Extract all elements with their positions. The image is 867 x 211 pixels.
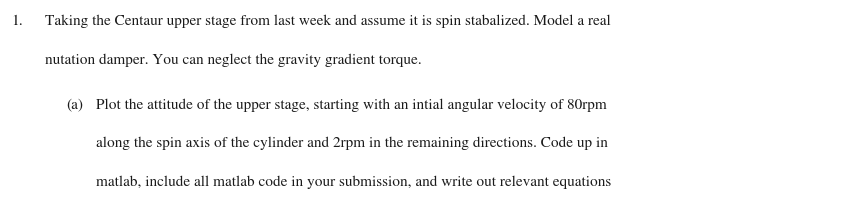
Text: Plot the attitude of the upper stage, starting with an intial angular velocity o: Plot the attitude of the upper stage, st…	[96, 98, 607, 112]
Text: along the spin axis of the cylinder and 2rpm in the remaining directions. Code u: along the spin axis of the cylinder and …	[96, 137, 608, 150]
Text: matlab, include all matlab code in your submission, and write out relevant equat: matlab, include all matlab code in your …	[96, 176, 611, 189]
Text: 1.: 1.	[11, 15, 23, 28]
Text: Taking the Centaur upper stage from last week and assume it is spin stabalized. : Taking the Centaur upper stage from last…	[45, 15, 611, 28]
Text: nutation damper. You can neglect the gravity gradient torque.: nutation damper. You can neglect the gra…	[45, 54, 421, 67]
Text: (a): (a)	[66, 98, 83, 111]
